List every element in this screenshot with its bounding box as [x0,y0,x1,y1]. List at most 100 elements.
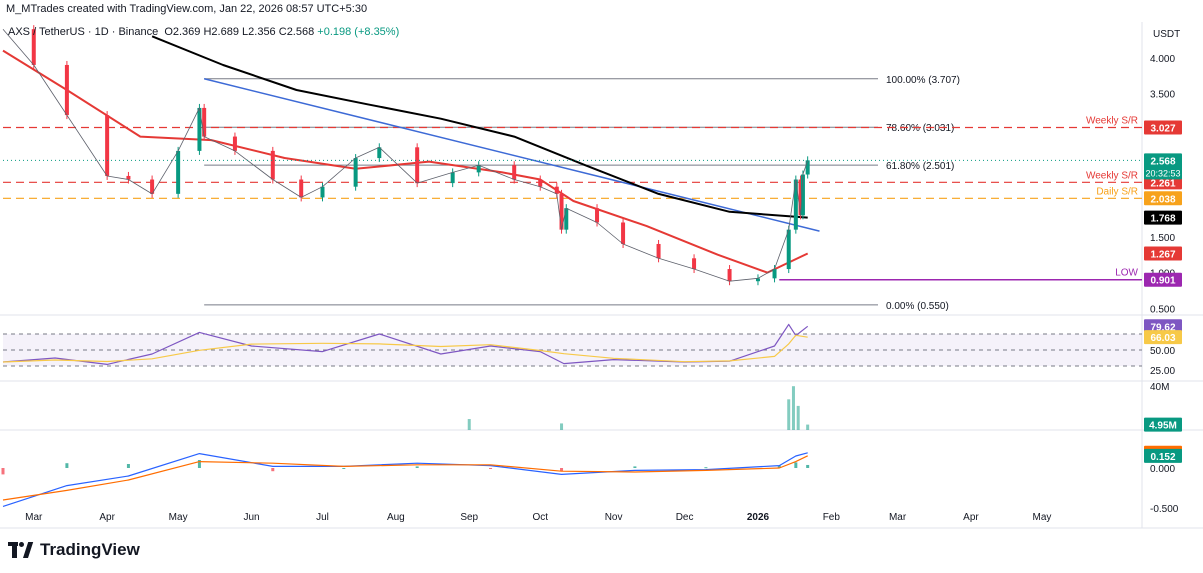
candle-body [621,222,626,244]
candle-body [512,165,517,180]
candle-body [476,165,481,173]
candle-body [31,29,36,65]
price-tag-bg [1144,246,1182,261]
time-tick-label: Apr [99,512,115,523]
volume-bar [791,386,795,430]
candle-body [656,243,661,259]
legend-open: O2.369 [164,26,201,38]
rsi-tick-label: 25.00 [1150,366,1175,377]
fib-level-label: 61.80% (2.501) [886,161,954,172]
time-tick-label: Jun [243,512,259,523]
candle-body [559,193,564,230]
time-tick-label: Jul [316,512,329,523]
candle-body [800,174,805,216]
volume-tag-bg [1144,417,1182,432]
time-tick-label: Sep [460,512,478,523]
macd-histogram-bar [65,463,69,468]
sr-level-tag: 2.038 [1150,194,1175,205]
candle-body [554,186,559,194]
macd-histogram-bar [806,464,810,468]
candle-body [538,179,543,187]
candle-body [595,208,600,223]
candle-body [150,179,155,194]
sr-level-tag: 0.901 [1150,276,1175,287]
rsi-ma-tag-bg [1144,330,1182,345]
tradingview-logo-icon [8,542,34,558]
volume-tick-label: 40M [1150,382,1169,393]
candle-body [692,258,697,270]
candle-body [793,179,798,230]
macd-tick-label: 0.000 [1150,464,1175,475]
sr-level-tag: 2.261 [1150,178,1175,189]
rsi-tick-label: 50.00 [1150,346,1175,357]
macd-histogram-bar [1,468,5,475]
candle-body [197,107,202,151]
macd-histogram-bar [704,467,708,469]
price-tick-label: 4.000 [1150,54,1175,65]
candle-body [232,136,237,151]
candle-body [64,64,69,116]
fib-level-label: 100.00% (3.707) [886,75,960,86]
rsi-ma-tag: 66.03 [1150,333,1175,344]
time-tick-label: May [1033,512,1052,523]
trendline [203,78,820,232]
price-path [2,28,809,282]
rsi-line [2,323,809,365]
time-tick-label: Mar [889,512,907,523]
sr-level-tag-bg [1144,191,1182,206]
time-tick-label: Mar [25,512,43,523]
macd-histogram-bar [560,468,564,472]
price-tag-bg [1144,210,1182,225]
price-tag-sub: 20:32:53 [1145,168,1180,178]
candle-body [126,175,131,180]
volume-bar [467,419,471,430]
volume-bar [560,423,564,430]
chart-header: M_MTrades created with TradingView.com, … [6,3,368,15]
symbol-legend: AXS / TetherUS · 1D · Binance O2.369 H2.… [8,26,399,38]
macd-tick-label: -0.500 [1150,504,1179,515]
sr-level-tag: 3.027 [1150,123,1175,134]
candle-body [299,179,304,198]
tradingview-logo[interactable]: TradingView [8,540,140,560]
time-tick-label: Nov [605,512,623,523]
candle-body [377,147,382,159]
volume-bar [806,424,810,430]
candle-body [727,269,732,282]
macd-histogram-bar [197,460,201,468]
volume-bar [787,399,791,430]
sr-level-label: LOW [1115,268,1138,279]
price-tag: 1.768 [1150,214,1175,225]
sr-level-label: Weekly S/R [1086,170,1138,181]
candle-body [450,172,455,184]
candle-body [353,158,358,187]
legend-symbol[interactable]: AXS / TetherUS · 1D · Binance [8,26,159,38]
price-tick-label: 3.500 [1150,90,1175,101]
candle-body [105,115,110,176]
macd-line [2,452,808,507]
candle-body [176,150,181,194]
macd-histogram-bar [633,466,637,468]
time-tick-label: Dec [676,512,694,523]
legend-high: H2.689 [203,26,239,38]
macd-histogram-bar [777,465,781,468]
rsi-ma-line [2,334,808,363]
macd-histogram-bar [794,462,798,468]
price-tag-bg [1144,153,1182,180]
candle-body [786,229,791,270]
candle-body [805,160,810,175]
macd-signal-line [2,455,808,501]
time-tick-label: 2026 [747,512,770,523]
volume-tag: 4.95M [1149,421,1177,432]
macd-histogram-bar [126,464,130,468]
rsi-tag-bg [1144,319,1182,334]
volume-bar [796,405,800,430]
ema-50-line [2,49,809,274]
macd-signal-tag-bg [1144,448,1182,463]
fib-level-label: 78.60% (3.031) [886,123,954,134]
price-tag: 2.568 [1150,156,1175,167]
legend-close: C2.568 [278,26,315,38]
legend-low: L2.356 [242,26,276,38]
price-tick-label: 1.500 [1150,233,1175,244]
sr-level-label: Daily S/R [1096,186,1138,197]
